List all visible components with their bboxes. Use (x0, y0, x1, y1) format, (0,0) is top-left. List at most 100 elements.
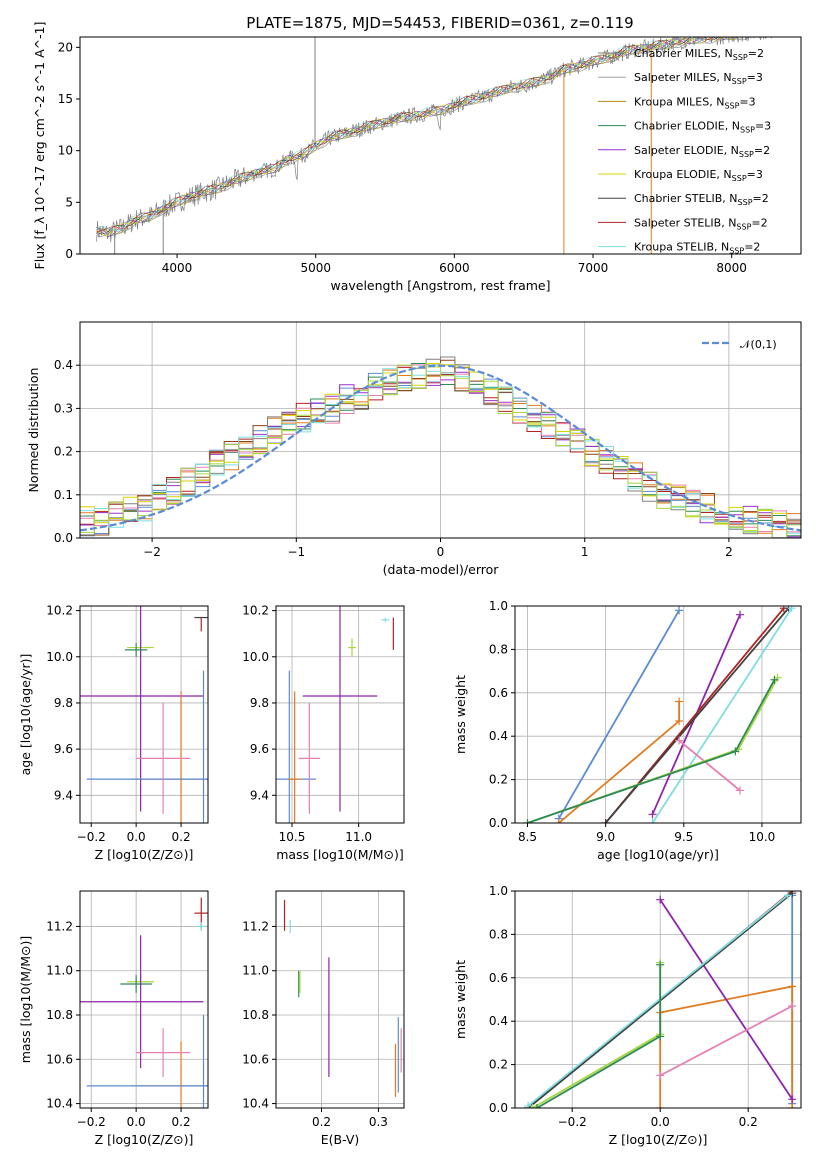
series-line (651, 607, 793, 823)
x-tick-label: 6000 (439, 261, 470, 275)
spectrum-legend: Chabrier MILES, NSSP=2 Salpeter MILES, NS… (598, 47, 771, 256)
y-tick-label: 11.2 (242, 919, 269, 933)
y-tick-label: 9.6 (250, 742, 269, 756)
figure-title: PLATE=1875, MJD=54453, FIBERID=0361, z=0… (246, 14, 633, 32)
series-line (678, 739, 741, 792)
axes-frame (79, 36, 802, 255)
x-tick-label: −1 (287, 545, 305, 559)
series-line (558, 609, 680, 820)
series-marker (524, 1101, 533, 1108)
y-tick-label: 10.0 (242, 650, 269, 664)
series-line (659, 985, 794, 1108)
series-line (659, 899, 793, 1100)
y-tick-label: 11.0 (242, 964, 269, 978)
axes-frame (514, 890, 802, 1109)
x-tick-label: 0.0 (127, 1115, 146, 1129)
chart-mass-vs-EBV: 0.2 0.3 10.4 10.6 10.8 11.0 11.2 E(B-V) (242, 890, 405, 1147)
legend-count: =2 (744, 241, 760, 254)
errorbar-point (124, 642, 148, 657)
series-marker (554, 819, 563, 823)
x-tick-label: 9.0 (596, 830, 615, 844)
legend-entry: Salpeter ELODIE, NSSP=2 (634, 144, 770, 159)
legend-count: =2 (753, 192, 769, 205)
errorbar-point (288, 691, 302, 823)
x-tick-label: 8.5 (518, 830, 537, 844)
y-axis-label: age [log10(age/yr)] (18, 654, 33, 776)
legend-entry: Salpeter STELIB, NSSP=2 (634, 216, 768, 231)
x-tick-label: −0.2 (77, 830, 106, 844)
series-marker (648, 819, 657, 823)
x-tick-label: 10.0 (749, 830, 776, 844)
y-tick-label: 10.8 (46, 1008, 73, 1022)
series-line (604, 607, 790, 823)
legend-subscript: SSP (739, 150, 754, 159)
histogram-step (80, 363, 801, 538)
x-axis-label: (data-model)/error (383, 562, 500, 577)
series-line (527, 677, 779, 823)
y-tick-label: 0.6 (489, 971, 508, 985)
x-tick-label: 8000 (716, 261, 747, 275)
y-tick-label: 9.6 (54, 742, 73, 756)
y-tick-label: 0.0 (54, 531, 73, 545)
series-marker (648, 810, 657, 819)
x-axis-label: wavelength [Angstrom, rest frame] (330, 278, 550, 293)
series-marker (788, 1104, 797, 1108)
series-marker (675, 736, 684, 745)
series-marker (601, 819, 610, 823)
series-marker (656, 960, 665, 969)
series-marker (788, 891, 797, 898)
legend-subscript: SSP (732, 174, 747, 183)
gaussian-curve (80, 364, 801, 532)
x-tick-label: 0.0 (651, 1115, 670, 1129)
legend-subscript: SSP (729, 247, 744, 256)
series-marker (675, 606, 684, 615)
x-tick-label: 0.2 (172, 1115, 191, 1129)
chart-mass-vs-Z: −0.2 0.0 0.2 10.4 10.6 10.8 11.0 11.2 Z [log10(Z… (18, 890, 209, 1147)
y-tick-label: 0.3 (54, 401, 73, 415)
series-line (659, 1005, 793, 1077)
legend-count: =3 (739, 95, 755, 108)
plot-area (276, 606, 394, 823)
legend-entry: 𝒩(0,1) (740, 338, 777, 351)
y-tick-label: 10.4 (242, 1097, 269, 1111)
x-tick-label: 0.2 (172, 830, 191, 844)
legend-count: =2 (754, 144, 770, 157)
y-tick-label: 10.0 (46, 650, 73, 664)
chart-residuals: 𝒩(0,1) −2 −1 0 1 2 0.0 0.1 0.2 0.3 0.4 (data-model)… (26, 321, 802, 577)
chart-spectrum: Chabrier MILES, NSSP=2 Salpeter MILES, NS… (32, 22, 802, 293)
series-marker (523, 819, 532, 823)
plot-area (523, 606, 796, 823)
plot-area (80, 606, 208, 823)
y-tick-label: 0.0 (489, 816, 508, 830)
y-tick-label: 10.6 (46, 1052, 73, 1066)
plot-area (80, 897, 208, 1108)
legend-count: =3 (747, 168, 763, 181)
errorbar-point (80, 935, 204, 1069)
y-tick-label: 0.4 (489, 729, 508, 743)
y-tick-label: 10 (58, 144, 73, 158)
legend-entry: Salpeter MILES, NSSP=3 (634, 71, 763, 86)
x-axis-label: mass [log10(M/M⊙)] (276, 847, 404, 862)
series-marker (783, 891, 792, 900)
x-tick-label: 4000 (162, 261, 193, 275)
x-tick-label: 0 (437, 545, 445, 559)
x-axis-label: E(B-V) (321, 1132, 360, 1147)
errorbar-point (302, 606, 378, 812)
axes-frame (79, 890, 209, 1109)
series-marker (533, 1104, 541, 1108)
series-marker (788, 1095, 797, 1104)
y-tick-label: 9.8 (54, 696, 73, 710)
y-tick-label: 9.4 (54, 788, 73, 802)
y-tick-label: 10.4 (46, 1097, 73, 1111)
y-tick-label: 0.2 (489, 773, 508, 787)
legend-entry: Kroupa ELODIE, NSSP=3 (634, 168, 763, 183)
y-tick-label: 10.2 (46, 604, 73, 618)
legend-entry: Chabrier STELIB, NSSP=2 (634, 192, 769, 207)
errorbar-point (80, 606, 204, 812)
y-tick-label: 10.2 (242, 604, 269, 618)
y-tick-label: 0.8 (489, 642, 508, 656)
model-line (96, 37, 724, 237)
histogram-step (80, 364, 801, 538)
legend-subscript: SSP (740, 126, 755, 135)
